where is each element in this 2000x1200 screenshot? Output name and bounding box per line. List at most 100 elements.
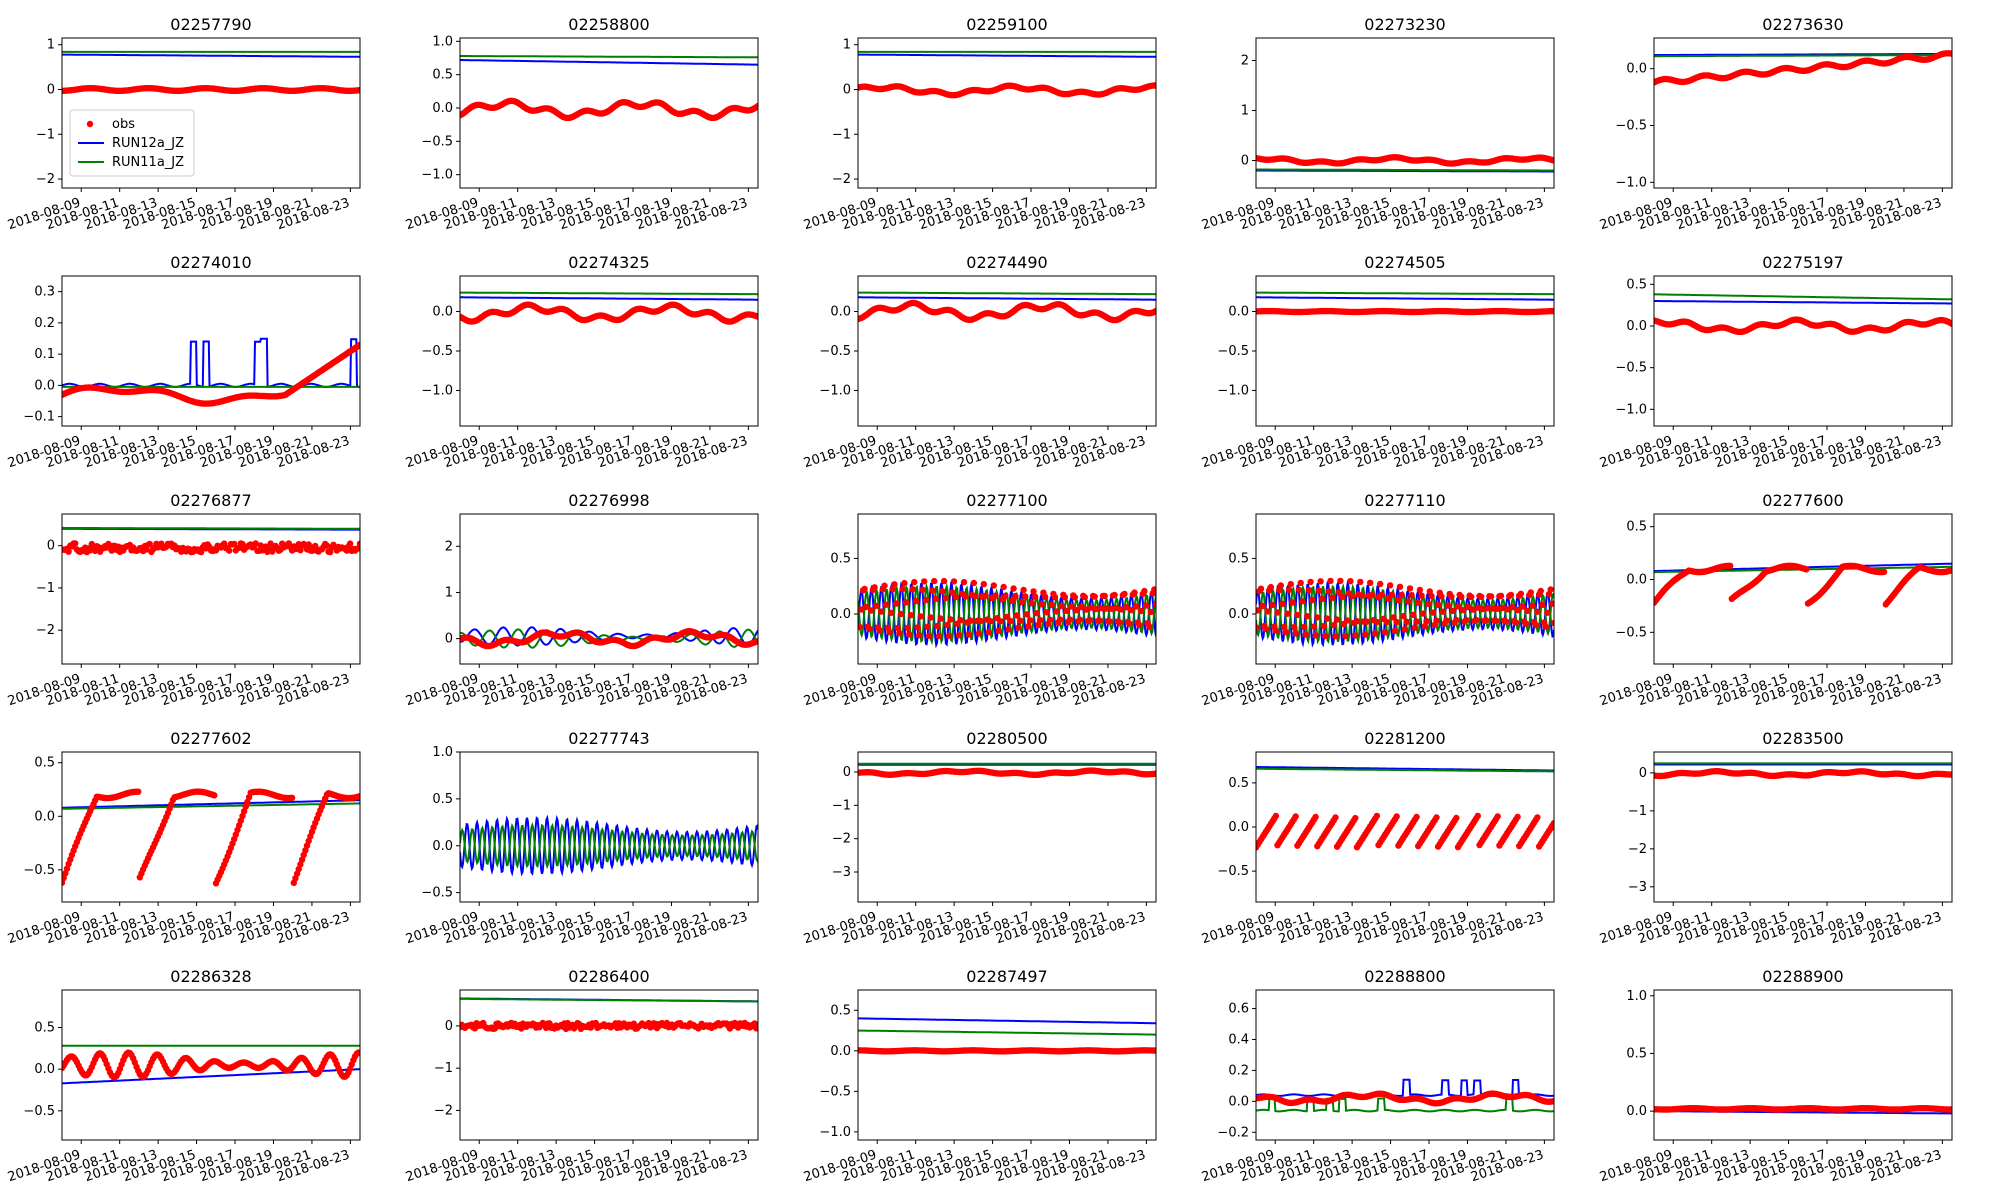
y-tick-label: 0.0	[830, 305, 851, 320]
y-tick-label: −2	[434, 1103, 453, 1118]
obs-point	[1443, 617, 1450, 624]
obs-point	[1416, 586, 1424, 594]
y-tick-label: 0.0	[432, 305, 453, 320]
obs-point	[1434, 601, 1442, 608]
axes-frame	[857, 37, 1157, 189]
obs-point	[1363, 618, 1371, 625]
obs-point	[1259, 602, 1266, 610]
subplot-02288900: 022889000.00.51.02018-08-092018-08-11201…	[1598, 967, 1953, 1186]
obs-point	[1128, 606, 1135, 614]
obs-point	[1091, 593, 1098, 600]
y-tick-label: −3	[832, 865, 851, 880]
obs-markers	[62, 1049, 360, 1081]
obs-point	[1377, 580, 1384, 588]
obs-point	[1549, 600, 1554, 607]
y-tick-label: −0.2	[1217, 1125, 1249, 1140]
obs-point	[987, 618, 994, 625]
y-tick-label: −1	[434, 1061, 453, 1076]
subplot-title: 02273230	[1364, 15, 1445, 34]
obs-point	[1393, 618, 1400, 626]
obs-point	[985, 628, 992, 636]
subplot-02286328: 02286328−0.50.00.52018-08-092018-08-1120…	[6, 967, 361, 1186]
subplot-title: 02280500	[966, 729, 1047, 748]
obs-point	[1322, 632, 1329, 639]
obs-point	[1066, 616, 1074, 623]
obs-point	[65, 548, 72, 555]
obs-point	[896, 630, 903, 637]
y-tick-label: 0.5	[1228, 551, 1249, 566]
obs-point	[1324, 615, 1331, 622]
x-tick-label: 2018-08-23	[1469, 1148, 1545, 1186]
subplot-title: 02257790	[170, 15, 251, 34]
axes-frame	[1653, 513, 1953, 665]
obs-point	[1312, 632, 1319, 639]
obs-point	[1527, 589, 1535, 596]
y-tick-label: −1.0	[421, 168, 453, 183]
obs-markers	[460, 628, 758, 650]
x-tick-label: 2018-08-23	[275, 1148, 351, 1186]
obs-markers	[1256, 812, 1554, 851]
subplot-02287497: 02287497−1.0−0.50.00.52018-08-092018-08-…	[802, 967, 1157, 1186]
x-tick-label: 2018-08-23	[275, 910, 351, 948]
subplot-title: 02288900	[1762, 967, 1843, 986]
x-tick-label: 2018-08-23	[1071, 1148, 1147, 1186]
y-tick-label: 0.0	[432, 101, 453, 116]
obs-point	[980, 580, 987, 588]
obs-point	[876, 627, 883, 634]
obs-point	[288, 794, 296, 801]
obs-point	[1348, 592, 1356, 600]
obs-markers	[1256, 307, 1554, 316]
obs-point	[72, 540, 79, 547]
obs-markers	[62, 341, 360, 407]
obs-point	[1550, 157, 1554, 164]
x-tick-label: 2018-08-23	[1469, 196, 1545, 234]
subplot-02277743: 02277743−0.50.00.51.02018-08-092018-08-1…	[404, 729, 759, 947]
obs-point	[955, 632, 963, 639]
obs-point	[1393, 813, 1400, 820]
obs-point	[944, 621, 951, 629]
y-tick-label: −0.5	[1217, 864, 1249, 879]
obs-point	[1381, 629, 1389, 636]
y-tick-label: 0	[47, 539, 55, 554]
obs-point	[1287, 580, 1295, 588]
subplot-title: 02275197	[1762, 253, 1843, 272]
subplot-title: 02273630	[1762, 15, 1843, 34]
axes-frame	[857, 989, 1157, 1141]
obs-point	[911, 578, 918, 586]
x-tick-label: 2018-08-23	[673, 434, 749, 472]
run12a-line	[858, 1017, 1156, 1025]
obs-point	[1051, 594, 1059, 601]
obs-point	[1458, 593, 1465, 601]
subplot-02274505: 02274505−1.0−0.50.02018-08-092018-08-112…	[1200, 253, 1555, 471]
obs-markers	[858, 1047, 1156, 1055]
y-tick-label: 0	[445, 632, 453, 647]
run12a-line	[1256, 296, 1554, 301]
obs-point	[1280, 623, 1288, 631]
obs-point	[1284, 610, 1291, 617]
subplot-title: 02277110	[1364, 491, 1445, 510]
x-tick-label: 2018-08-23	[1867, 1148, 1943, 1186]
obs-point	[1948, 320, 1952, 327]
obs-point	[1256, 624, 1260, 631]
y-tick-label: −0.5	[23, 1104, 55, 1119]
obs-point	[1439, 608, 1447, 615]
run12a-line	[1256, 766, 1554, 772]
subplot-02277100: 022771000.00.52018-08-092018-08-112018-0…	[802, 491, 1157, 709]
obs-point	[1046, 616, 1054, 623]
subplot-02277600: 02277600−0.50.00.52018-08-092018-08-1120…	[1598, 491, 1953, 709]
obs-point	[1103, 605, 1110, 612]
y-tick-label: 0.5	[1228, 776, 1249, 791]
run11a-line	[1256, 1097, 1554, 1113]
obs-point	[1497, 592, 1505, 599]
axes-frame	[857, 751, 1157, 903]
obs-point	[1502, 618, 1510, 625]
obs-point	[1076, 616, 1084, 623]
obs-point	[1021, 593, 1029, 600]
obs-point	[211, 792, 218, 799]
y-tick-label: 0	[47, 82, 55, 97]
obs-point	[1448, 593, 1455, 600]
obs-point	[1550, 1097, 1554, 1105]
obs-point	[1539, 601, 1546, 608]
subplot-title: 02274010	[170, 253, 251, 272]
obs-point	[1152, 770, 1156, 777]
